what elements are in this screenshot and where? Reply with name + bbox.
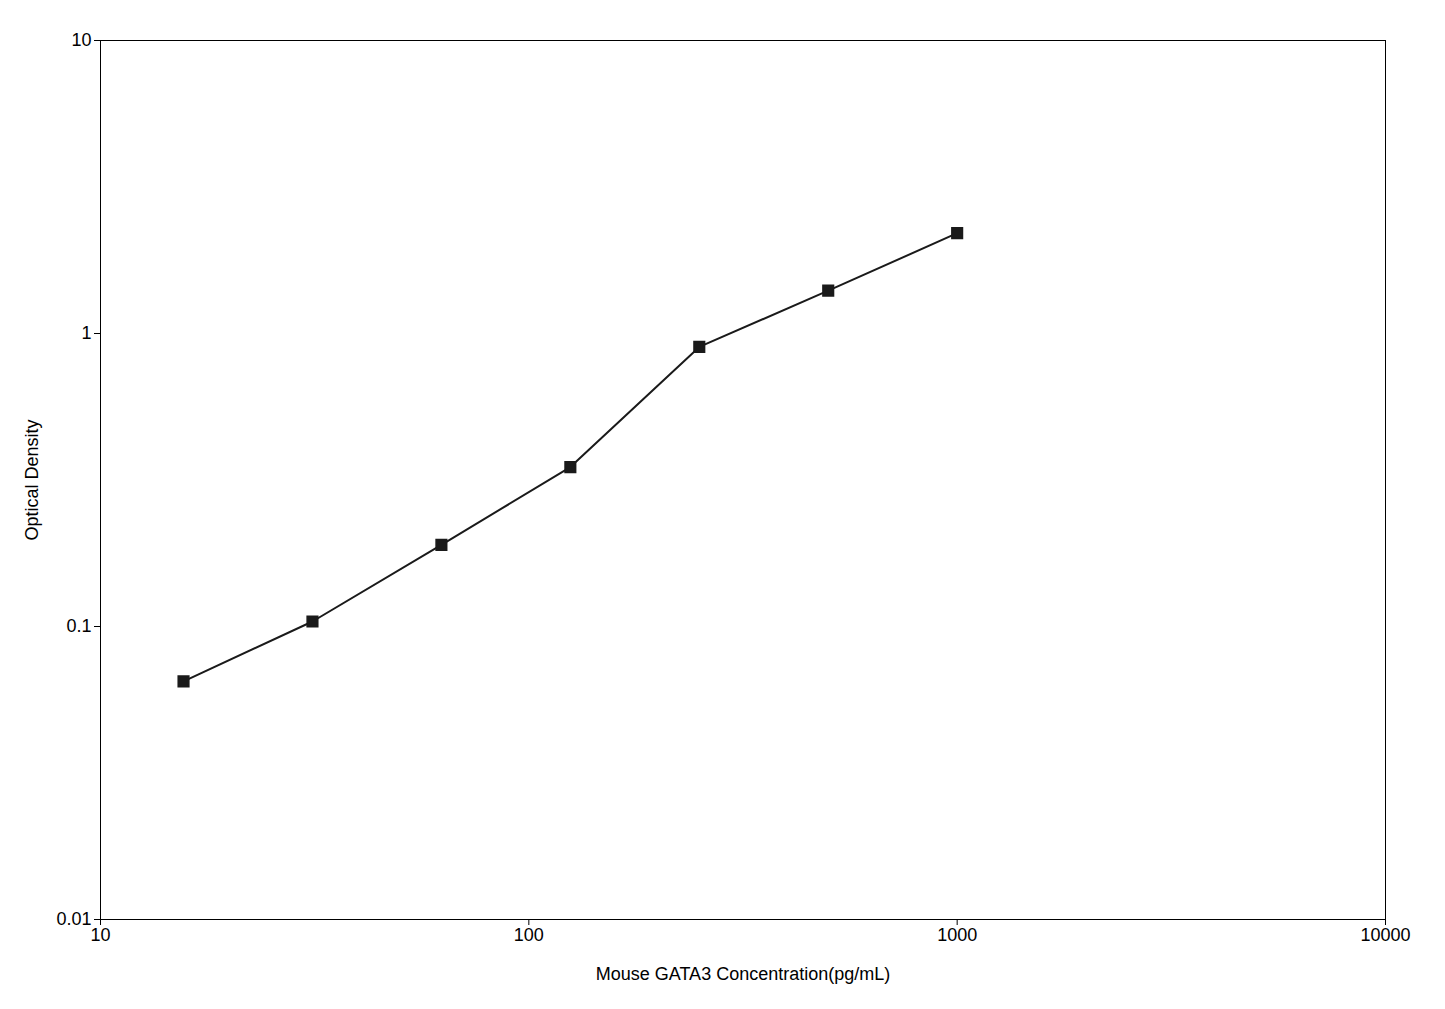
svg-text:100: 100 xyxy=(514,925,544,945)
svg-text:1000: 1000 xyxy=(937,925,977,945)
svg-text:0.1: 0.1 xyxy=(66,616,91,636)
svg-text:10: 10 xyxy=(71,30,91,50)
svg-text:Mouse GATA3 Concentration(pg/m: Mouse GATA3 Concentration(pg/mL) xyxy=(596,964,890,984)
svg-text:10000: 10000 xyxy=(1360,925,1410,945)
svg-text:Optical Density: Optical Density xyxy=(22,419,42,540)
svg-text:10: 10 xyxy=(90,925,110,945)
svg-text:0.01: 0.01 xyxy=(56,909,91,929)
svg-text:1: 1 xyxy=(81,323,91,343)
